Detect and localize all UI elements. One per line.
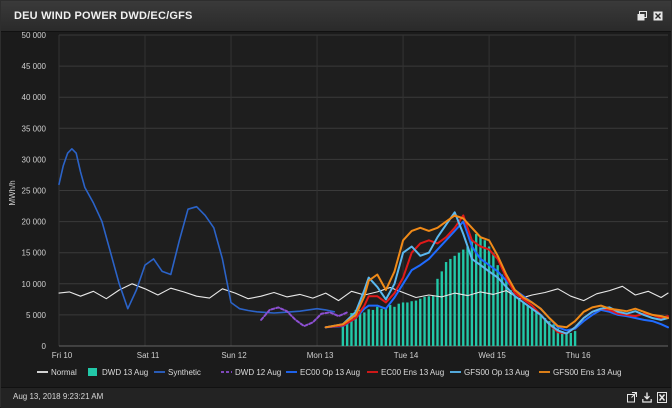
bar-dwd13 (350, 313, 353, 346)
x-tick-label: Wed 15 (478, 351, 506, 360)
y-tick-label: 50 000 (22, 31, 47, 40)
bar-dwd13 (535, 311, 538, 346)
legend-label[interactable]: DWD 12 Aug (235, 368, 281, 377)
bar-dwd13 (569, 332, 572, 346)
legend-label[interactable]: GFS00 Ens 13 Aug (553, 368, 622, 377)
legend-label[interactable]: EC00 Ens 13 Aug (381, 368, 444, 377)
y-tick-label: 25 000 (22, 187, 47, 196)
bar-dwd13 (548, 321, 551, 346)
bar-dwd13 (354, 309, 357, 346)
series-line-gfs00ens (324, 214, 669, 329)
y-tick-label: 15 000 (22, 249, 47, 258)
footer-bar: Aug 13, 2018 9:23:21 AM (1, 387, 671, 408)
wind-power-chart: 0 5 000 10 000 15 000 20 000 25 000 30 000 35 0… (8, 31, 669, 377)
y-tick-label: 35 000 (22, 124, 47, 133)
bar-dwd13 (380, 308, 383, 346)
bar-dwd13 (414, 300, 418, 346)
bar-dwd13 (474, 234, 478, 346)
bar-dwd13 (466, 246, 469, 346)
legend-label[interactable]: EC00 Op 13 Aug (300, 368, 360, 377)
y-tick-label: 10 000 (22, 280, 47, 289)
bar-dwd13 (565, 332, 568, 346)
restore-window-icon[interactable] (637, 11, 647, 21)
bar-dwd13 (393, 306, 396, 346)
bar-dwd13 (552, 324, 555, 346)
series-line-synthetic (58, 148, 336, 314)
title-bar: DEU WIND POWER DWD/EC/GFS (1, 1, 671, 32)
bar-dwd13 (427, 296, 431, 346)
bar-dwd13 (341, 326, 345, 346)
x-tick-label: Sat 11 (137, 351, 160, 360)
y-tick-label: 30 000 (22, 155, 47, 164)
bar-dwd13 (449, 258, 452, 346)
bar-dwd13 (363, 312, 366, 346)
y-axis-label: MWh/h (8, 180, 17, 205)
bar-dwd13 (530, 308, 534, 346)
bar-dwd13 (462, 249, 465, 346)
bar-dwd13 (423, 296, 426, 346)
y-tick-label: 20 000 (22, 218, 47, 227)
series-line-dwd12 (260, 306, 349, 328)
x-tick-label: Fri 10 (52, 351, 73, 360)
bar-dwd13 (384, 307, 388, 346)
bar-dwd13 (487, 246, 491, 346)
legend-swatch (88, 368, 97, 376)
bar-dwd13 (556, 328, 560, 346)
bar-dwd13 (453, 255, 456, 346)
bar-dwd13 (358, 309, 362, 346)
x-tick-label: Thu 16 (566, 351, 591, 360)
bar-dwd13 (444, 262, 448, 346)
bar-dwd13 (509, 290, 512, 346)
bar-dwd13 (436, 278, 439, 346)
y-tick-label: 5 000 (26, 311, 47, 320)
bar-dwd13 (526, 305, 529, 346)
bar-dwd13 (496, 265, 499, 346)
bar-dwd13 (561, 331, 564, 346)
bar-dwd13 (376, 306, 379, 346)
legend-label[interactable]: Synthetic (168, 368, 201, 377)
bar-dwd13 (388, 304, 392, 346)
chart-area: 0 5 000 10 000 15 000 20 000 25 000 30 000 35 0… (1, 31, 672, 387)
bar-dwd13 (440, 271, 443, 346)
bar-dwd13 (500, 274, 504, 346)
excel-export-icon[interactable] (657, 392, 667, 403)
bar-dwd13 (470, 240, 474, 346)
y-tick-label: 40 000 (22, 93, 47, 102)
bar-dwd13 (410, 301, 413, 346)
bar-dwd13 (367, 309, 370, 346)
bar-dwd13 (518, 299, 521, 346)
popout-icon[interactable] (627, 392, 637, 403)
bar-dwd13 (505, 280, 508, 346)
y-tick-label: 0 (42, 342, 47, 351)
x-tick-label: Sun 12 (221, 351, 247, 360)
y-tick-label: 45 000 (22, 62, 47, 71)
panel-title: DEU WIND POWER DWD/EC/GFS (14, 10, 193, 22)
bar-dwd13 (397, 303, 400, 346)
bar-dwd13 (345, 319, 349, 346)
bar-dwd13 (401, 302, 405, 346)
bar-dwd13 (371, 309, 375, 346)
bar-dwd13 (522, 302, 525, 346)
bar-dwd13 (539, 314, 542, 346)
legend-label[interactable]: Normal (51, 368, 77, 377)
download-icon[interactable] (642, 392, 652, 403)
bar-dwd13 (492, 252, 495, 346)
bar-dwd13 (406, 302, 409, 346)
bar-dwd13 (513, 296, 517, 346)
x-tick-label: Tue 14 (394, 351, 419, 360)
x-tick-label: Mon 13 (307, 351, 334, 360)
bar-dwd13 (431, 295, 435, 346)
close-icon[interactable] (653, 11, 663, 21)
bar-dwd13 (457, 252, 461, 346)
bar-dwd13 (543, 318, 547, 346)
series-line-ec00op (324, 220, 669, 332)
series-line-ec00ens (324, 214, 669, 335)
bar-dwd13 (573, 331, 577, 346)
legend-label[interactable]: DWD 13 Aug (102, 368, 148, 377)
legend-label[interactable]: GFS00 Op 13 Aug (464, 368, 529, 377)
bar-dwd13 (419, 298, 422, 346)
timestamp: Aug 13, 2018 9:23:21 AM (13, 392, 104, 401)
